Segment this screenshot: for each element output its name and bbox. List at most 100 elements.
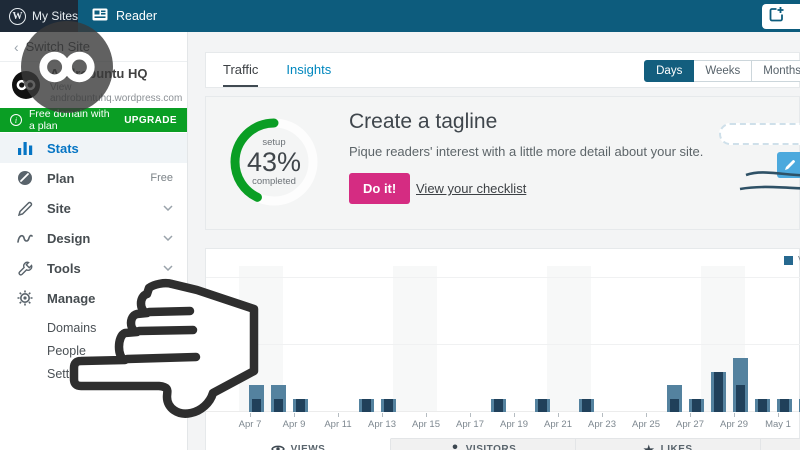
checklist-task-description: Pique readers' interest with a little mo…	[349, 144, 704, 159]
legend-label: VIEWS	[798, 255, 800, 266]
chart-bar-views[interactable]	[359, 398, 374, 412]
sidebar-item-label: Stats	[47, 140, 79, 156]
x-axis-label: Apr 17	[456, 419, 484, 430]
chart-bar-views[interactable]	[491, 398, 506, 412]
chart-bar-views[interactable]	[777, 398, 792, 412]
new-post-icon	[769, 6, 785, 27]
do-it-button[interactable]: Do it!	[349, 173, 411, 204]
reader-icon	[92, 8, 108, 24]
x-axis: Apr 7 Apr 9 Apr 11 Apr 13 Apr 15 Apr 17 Apr 19…	[206, 412, 800, 434]
metric-tab-label: VISITORS	[465, 444, 517, 450]
view-checklist-link[interactable]: View your checklist	[416, 181, 527, 196]
setup-progress-ring: setup 43% completed	[228, 116, 320, 208]
chart-bar-views[interactable]	[381, 398, 396, 412]
pencil-icon	[16, 201, 34, 216]
weekend-band	[547, 266, 591, 412]
my-sites-button[interactable]: W My Sites	[0, 0, 78, 32]
manage-submenu: Domains People Settings	[0, 313, 187, 385]
chart-bar-views[interactable]	[689, 398, 704, 412]
sidebar-item-label: Tools	[47, 260, 81, 276]
period-toggle: Days Weeks Months	[644, 60, 800, 82]
chart-bar-views[interactable]	[271, 385, 286, 412]
plan-icon	[16, 170, 34, 186]
period-weeks-button[interactable]: Weeks	[694, 60, 753, 82]
chart-bar-views[interactable]	[535, 398, 550, 412]
chart-bar-views[interactable]	[293, 398, 308, 412]
write-post-button[interactable]	[762, 4, 800, 29]
progress-bottom-label: completed	[252, 176, 296, 188]
sidebar-item-design[interactable]: Design	[0, 223, 187, 253]
checklist-task-title: Create a tagline	[349, 110, 498, 133]
axis-tick	[646, 413, 647, 417]
period-months-button[interactable]: Months	[752, 60, 800, 82]
tab-traffic[interactable]: Traffic	[223, 53, 259, 87]
person-icon	[450, 444, 460, 450]
metric-tab-visitors[interactable]: VISITORS	[391, 438, 576, 450]
plan-badge: Free	[150, 172, 173, 184]
sidebar-item-domains[interactable]: Domains	[0, 316, 187, 339]
axis-tick	[514, 413, 515, 417]
metric-tab-views[interactable]: VIEWS	[206, 438, 391, 450]
period-days-button[interactable]: Days	[644, 60, 695, 82]
sidebar: ‹ Switch Site Androbuntu HQ View androbu…	[0, 32, 188, 450]
x-axis-label: Apr 7	[238, 419, 262, 430]
tab-insights[interactable]: Insights	[286, 61, 332, 77]
gridline	[206, 344, 800, 345]
axis-tick	[602, 413, 603, 417]
stats-header: Traffic Insights Days Weeks Months	[205, 52, 800, 88]
chart-bar-views[interactable]	[755, 398, 770, 412]
sidebar-item-people[interactable]: People	[0, 339, 187, 362]
sidebar-item-manage[interactable]: Manage	[0, 283, 187, 313]
sidebar-item-label: Plan	[47, 170, 75, 186]
chart-bar-views[interactable]	[667, 385, 682, 412]
sidebar-item-settings[interactable]: Settings	[0, 362, 187, 385]
progress-percent: 43%	[246, 146, 302, 177]
chart-legend: VIEWS	[784, 255, 800, 266]
sidebar-item-stats[interactable]: Stats	[0, 133, 187, 163]
upgrade-banner[interactable]: i Free domain with a plan UPGRADE	[0, 108, 187, 132]
chart-bar-views[interactable]	[733, 358, 748, 412]
chevron-left-icon: ‹	[14, 38, 19, 55]
upgrade-link[interactable]: UPGRADE	[124, 114, 177, 126]
tagline-placeholder-illustration	[719, 123, 800, 145]
stat-metric-tabs: VIEWS VISITORS ★ LIKES	[206, 438, 800, 450]
x-axis-label: Apr 29	[720, 419, 748, 430]
x-axis-label: May 1	[765, 419, 791, 430]
chart-bar-views[interactable]	[711, 371, 726, 412]
axis-tick	[294, 413, 295, 417]
current-site[interactable]: Androbuntu HQ View androbuntuhq.wordpres…	[0, 62, 187, 108]
my-sites-label: My Sites	[32, 9, 79, 23]
axis-tick	[338, 413, 339, 417]
submenu-label: People	[47, 343, 86, 358]
submenu-label: Domains	[47, 320, 97, 335]
axis-tick	[426, 413, 427, 417]
wave-lines-decoration	[739, 171, 800, 191]
sidebar-item-tools[interactable]: Tools	[0, 253, 187, 283]
customize-icon	[16, 232, 34, 244]
axis-tick	[690, 413, 691, 417]
sidebar-item-label: Site	[47, 200, 71, 216]
site-url: View androbuntuhq.wordpress.com	[50, 82, 183, 105]
axis-tick	[778, 413, 779, 417]
chart-bar-views[interactable]	[579, 398, 594, 412]
metric-tab-likes[interactable]: ★ LIKES	[576, 438, 761, 450]
weekend-band	[393, 266, 437, 412]
sidebar-item-label: Manage	[47, 290, 96, 306]
bar-chart	[206, 266, 800, 412]
wrench-icon	[16, 261, 34, 276]
site-name: Androbuntu HQ	[50, 65, 148, 81]
masthead: W My Sites Reader	[0, 0, 800, 32]
switch-site-label: Switch Site	[25, 39, 90, 54]
metric-tab-label: LIKES	[660, 444, 693, 450]
stats-tabs: Traffic Insights	[206, 53, 799, 87]
chart-bar-views[interactable]	[249, 385, 264, 412]
sidebar-item-site[interactable]: Site	[0, 193, 187, 223]
x-axis-label: Apr 11	[324, 419, 352, 430]
switch-site-button[interactable]: ‹ Switch Site	[0, 32, 187, 62]
x-axis-label: Apr 9	[282, 419, 306, 430]
gear-icon	[16, 290, 34, 306]
reader-button[interactable]: Reader	[78, 0, 171, 32]
sidebar-item-plan[interactable]: Plan Free	[0, 163, 187, 193]
x-axis-label: Apr 19	[500, 419, 528, 430]
axis-tick	[382, 413, 383, 417]
